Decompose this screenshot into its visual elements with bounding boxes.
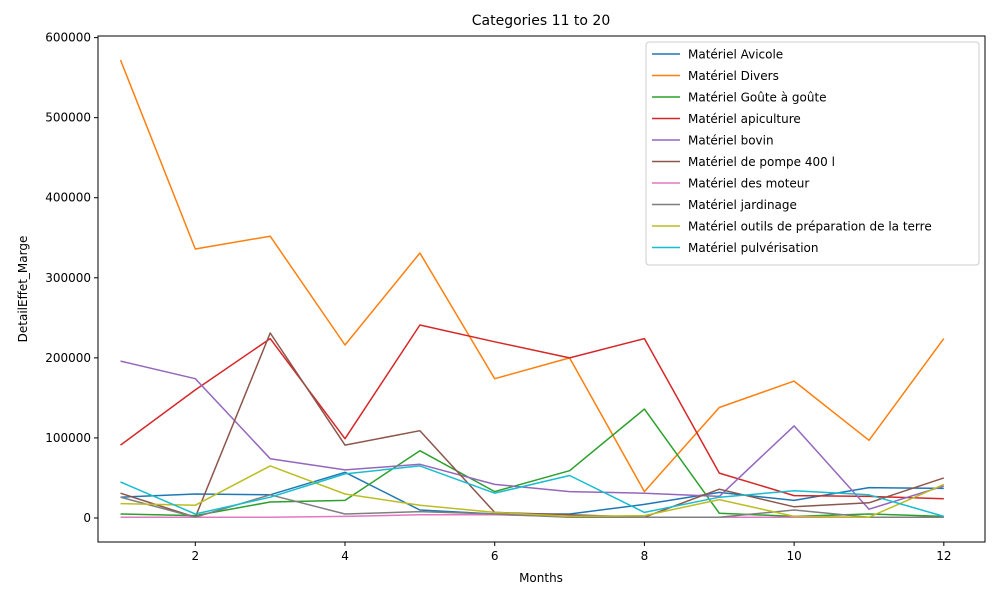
legend-label-6: Matériel de pompe 400 l	[688, 155, 835, 169]
legend-label-4: Matériel apiculture	[688, 112, 801, 126]
y-tick-label: 600000	[45, 31, 91, 45]
legend-label-8: Matériel jardinage	[688, 198, 797, 212]
legend-label-10: Matériel pulvérisation	[688, 241, 819, 255]
series-lines	[119, 59, 945, 518]
series-line-10	[120, 465, 945, 518]
x-tick-label: 6	[491, 549, 499, 563]
legend-label-3: Matériel Goûte à goûte	[688, 91, 827, 105]
series-line-6	[120, 332, 945, 518]
y-tick-label: 400000	[45, 191, 91, 205]
y-axis-label: DetailEffet_Marge	[16, 236, 30, 343]
legend-label-7: Matériel des moteur	[688, 177, 809, 191]
legend-label-5: Matériel bovin	[688, 134, 774, 148]
y-tick-label: 200000	[45, 351, 91, 365]
series-line-3	[120, 408, 944, 518]
chart-title: Categories 11 to 20	[472, 13, 611, 29]
x-tick-label: 10	[786, 549, 801, 563]
series-line-1	[120, 471, 944, 515]
legend-label-1: Matériel Avicole	[688, 48, 783, 62]
legend-box	[645, 41, 980, 266]
y-axis: 0 100000 200000 300000 400000 500000 600000	[45, 31, 98, 525]
x-tick-label: 12	[936, 549, 951, 563]
series-line-8	[120, 494, 944, 518]
y-tick-label: 500000	[45, 111, 91, 125]
plot-area	[97, 35, 986, 543]
x-tick-label: 2	[191, 549, 199, 563]
series-line-4	[120, 324, 944, 500]
legend-label-2: Matériel Divers	[688, 69, 779, 83]
legend: Matériel Avicole Matériel Divers Matériel …	[645, 41, 980, 266]
series-line-5	[120, 360, 945, 510]
x-tick-label: 4	[341, 549, 349, 563]
x-axis-label: Months	[519, 571, 563, 585]
x-tick-label: 8	[641, 549, 649, 563]
series-line-2	[119, 59, 945, 493]
series-line-9	[120, 465, 945, 518]
legend-label-9: Matériel outils de préparation de la ter…	[688, 220, 932, 234]
y-tick-label: 300000	[45, 271, 91, 285]
y-tick-label: 0	[83, 511, 91, 525]
x-axis: 2 4 6 8 10 12	[191, 542, 951, 563]
y-tick-label: 100000	[45, 431, 91, 445]
